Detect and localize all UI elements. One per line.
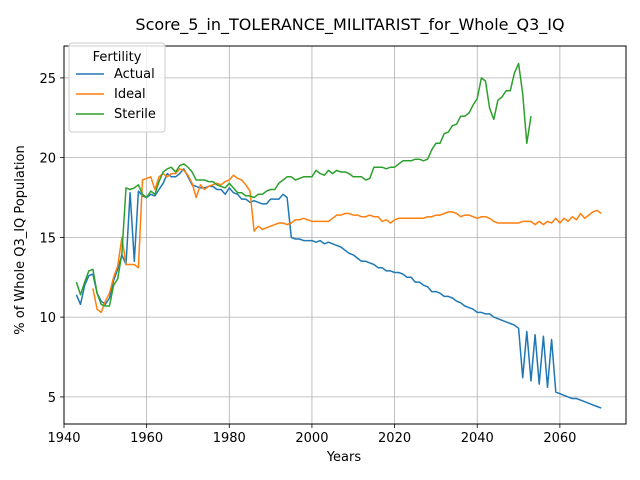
x-tick-label: 1980	[213, 431, 246, 446]
series-lines	[75, 62, 602, 409]
y-tick-label: 20	[39, 152, 56, 167]
y-axis: 5 10 15 20 25	[39, 72, 64, 406]
series-line-ideal	[92, 168, 602, 314]
x-axis-label: Years	[326, 450, 362, 465]
series-line-sterile	[75, 62, 532, 307]
x-tick-label: 1960	[130, 431, 163, 446]
series-line-actual	[75, 168, 602, 409]
y-axis-label: % of Whole Q3_IQ Population	[13, 145, 28, 334]
x-tick-label: 2000	[295, 431, 328, 446]
x-tick-label: 2020	[378, 431, 411, 446]
x-tick-label: 2040	[461, 431, 494, 446]
x-tick-label: 2060	[543, 431, 576, 446]
legend-box	[68, 42, 166, 133]
y-tick-label: 15	[39, 231, 56, 246]
y-tick-label: 25	[39, 72, 56, 87]
legend-label-actual: Actual	[114, 67, 155, 82]
legend-label-sterile: Sterile	[114, 107, 156, 122]
grid-lines	[63, 46, 626, 424]
chart-title: Score_5_in_TOLERANCE_MILITARIST_for_Whol…	[135, 15, 564, 35]
x-tick-label: 1940	[47, 431, 80, 446]
x-axis: 1940 1960 1980 2000 2020 2040 2060	[47, 424, 576, 446]
y-tick-label: 5	[48, 391, 56, 406]
y-tick-label: 10	[39, 311, 56, 326]
plot-frame	[63, 45, 627, 425]
legend: Fertility Actual Ideal Sterile	[68, 42, 166, 133]
legend-title: Fertility	[93, 50, 142, 65]
legend-label-ideal: Ideal	[114, 87, 146, 102]
